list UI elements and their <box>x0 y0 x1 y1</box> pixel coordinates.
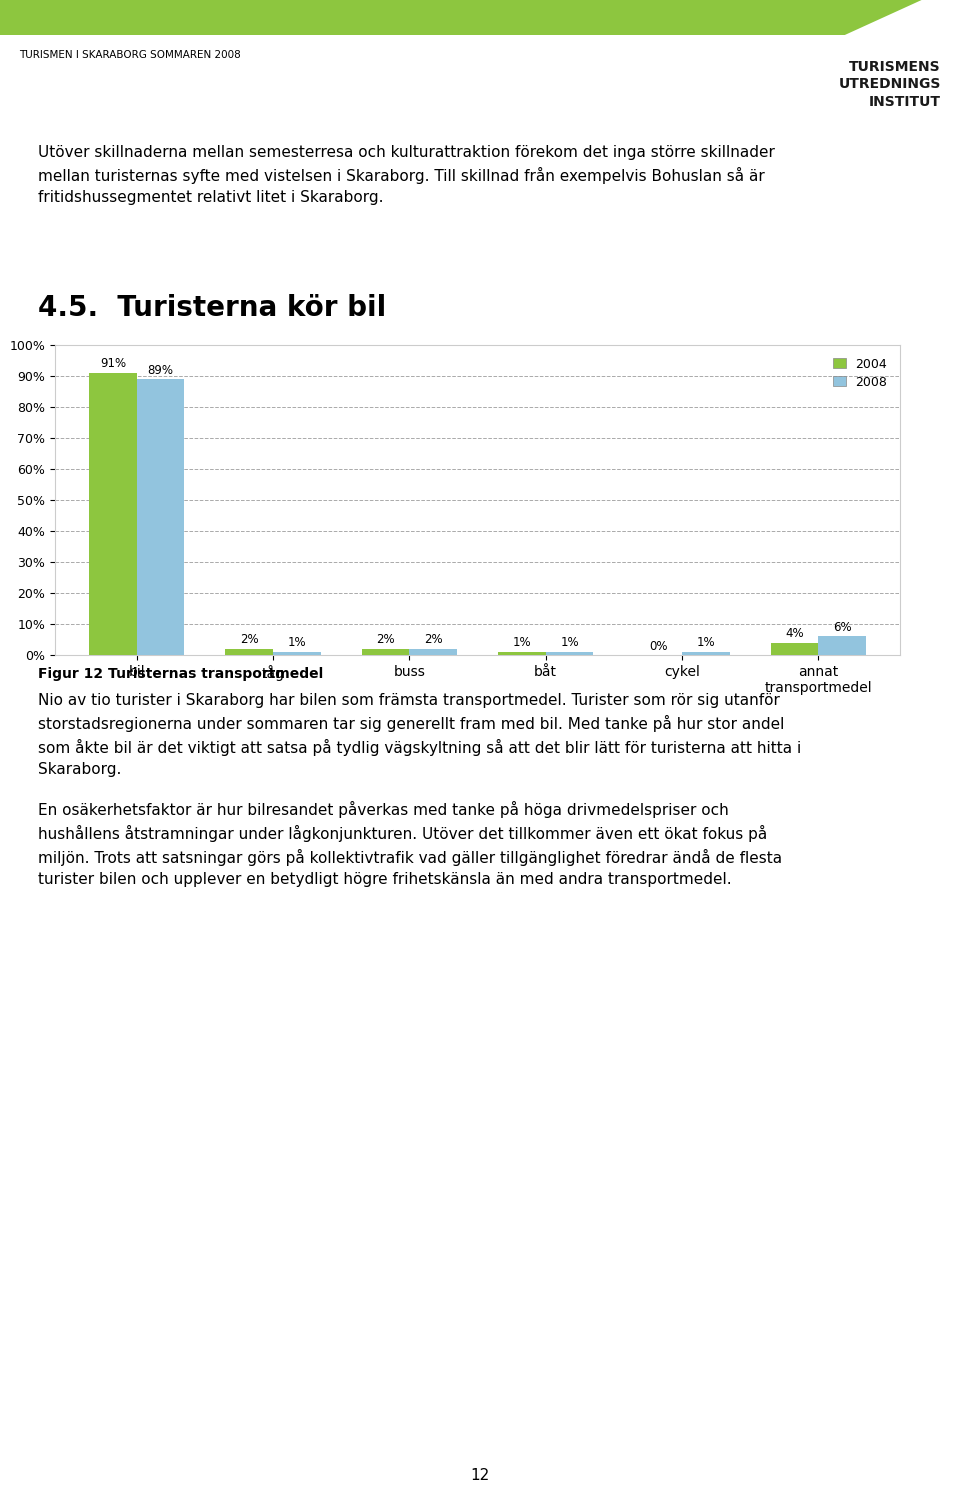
Bar <box>362 649 409 655</box>
Text: Nio av tio turister i Skaraborg har bilen som främsta transportmedel. Turister s: Nio av tio turister i Skaraborg har bile… <box>38 692 802 777</box>
Text: 1%: 1% <box>561 637 579 649</box>
Text: 4%: 4% <box>785 628 804 640</box>
Bar <box>818 637 866 655</box>
Text: TURISMENS
UTREDNINGS
INSTITUT: TURISMENS UTREDNINGS INSTITUT <box>838 60 941 108</box>
Text: 91%: 91% <box>100 357 126 371</box>
Legend: 2004, 2008: 2004, 2008 <box>827 351 894 395</box>
Text: TURISMEN I SKARABORG SOMMAREN 2008: TURISMEN I SKARABORG SOMMAREN 2008 <box>19 50 241 60</box>
Bar <box>89 372 136 655</box>
Bar <box>545 652 593 655</box>
Bar <box>136 379 184 655</box>
Text: Figur 12 Turisternas transportmedel: Figur 12 Turisternas transportmedel <box>38 667 324 680</box>
Bar <box>771 643 818 655</box>
Text: 2%: 2% <box>240 634 258 646</box>
Text: 1%: 1% <box>513 637 531 649</box>
Bar <box>682 652 730 655</box>
Bar <box>498 652 545 655</box>
Bar <box>226 649 273 655</box>
Bar <box>409 649 457 655</box>
Text: 4.5.  Turisterna kör bil: 4.5. Turisterna kör bil <box>38 293 387 321</box>
Bar <box>273 652 321 655</box>
Text: 12: 12 <box>470 1469 490 1482</box>
Text: 89%: 89% <box>148 363 174 377</box>
Text: Utöver skillnaderna mellan semesterresa och kulturattraktion förekom det inga st: Utöver skillnaderna mellan semesterresa … <box>38 146 776 206</box>
Text: 0%: 0% <box>649 640 667 652</box>
Text: 6%: 6% <box>832 620 852 634</box>
Text: 1%: 1% <box>288 637 306 649</box>
Text: En osäkerhetsfaktor är hur bilresandet påverkas med tanke på höga drivmedelspris: En osäkerhetsfaktor är hur bilresandet p… <box>38 801 782 888</box>
Text: 2%: 2% <box>376 634 395 646</box>
Text: 2%: 2% <box>424 634 443 646</box>
Polygon shape <box>0 0 922 35</box>
Text: 1%: 1% <box>696 637 715 649</box>
